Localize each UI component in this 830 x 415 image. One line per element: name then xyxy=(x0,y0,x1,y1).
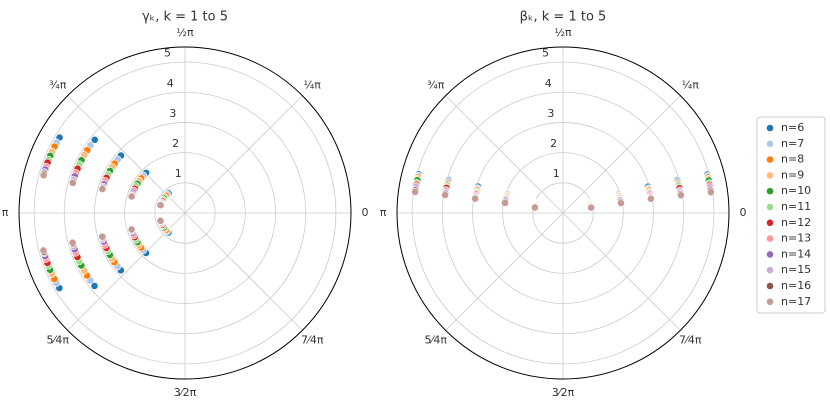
r-tick-label: 5 xyxy=(164,47,171,60)
data-point xyxy=(39,246,48,255)
theta-tick-label: ½π xyxy=(554,26,572,39)
data-point xyxy=(471,194,480,203)
grid-spoke xyxy=(445,212,564,331)
data-point xyxy=(156,201,165,210)
legend-label: n=17 xyxy=(781,295,811,308)
legend-label: n=8 xyxy=(781,153,804,166)
data-point xyxy=(411,188,419,196)
data-point xyxy=(127,225,136,234)
data-point xyxy=(441,191,450,199)
data-point xyxy=(156,216,165,225)
legend-marker xyxy=(766,218,774,227)
r-tick-label: 3 xyxy=(169,107,176,120)
grid-spoke xyxy=(184,212,303,331)
theta-tick-label: 0 xyxy=(740,206,747,219)
grid-spoke xyxy=(184,95,303,214)
legend-label: n=10 xyxy=(781,184,811,197)
data-point xyxy=(501,199,509,207)
polar-frame xyxy=(18,46,352,380)
grid-spoke xyxy=(445,95,564,214)
theta-tick-label: 5⁄4π xyxy=(424,333,447,346)
legend-label: n=13 xyxy=(781,232,811,245)
data-point xyxy=(68,179,77,187)
legend-marker xyxy=(766,171,774,180)
r-tick-label: 2 xyxy=(172,137,179,150)
legend-label: n=9 xyxy=(781,168,804,181)
data-point xyxy=(127,192,136,201)
legend-marker xyxy=(766,234,774,243)
theta-tick-label: π xyxy=(2,206,9,219)
data-point xyxy=(587,203,596,212)
theta-tick-label: 3⁄2π xyxy=(174,386,197,399)
theta-tick-label: 7⁄4π xyxy=(301,333,324,346)
theta-tick-label: 3⁄2π xyxy=(552,386,575,399)
legend-label: n=7 xyxy=(781,137,804,150)
chart-title: βₖ, k = 1 to 5 xyxy=(520,10,607,25)
grid-spoke xyxy=(562,212,681,331)
legend-label: n=16 xyxy=(781,279,811,292)
data-point xyxy=(530,203,539,212)
legend-marker xyxy=(766,187,774,196)
chart-title: γₖ, k = 1 to 5 xyxy=(142,10,228,25)
legend-label: n=12 xyxy=(781,216,811,229)
data-point xyxy=(98,185,107,193)
theta-tick-label: ½π xyxy=(176,26,194,39)
theta-tick-label: π xyxy=(380,206,387,219)
legend-label: n=6 xyxy=(781,121,804,134)
theta-tick-label: 5⁄4π xyxy=(46,333,69,346)
legend-marker xyxy=(766,155,774,164)
data-point xyxy=(617,199,625,207)
data-point xyxy=(676,191,685,200)
theta-tick-label: ¼π xyxy=(304,79,322,92)
theta-tick-label: 7⁄4π xyxy=(679,333,702,346)
r-tick-label: 4 xyxy=(167,77,174,90)
r-tick-label: 4 xyxy=(545,77,552,90)
r-tick-label: 3 xyxy=(547,107,554,120)
legend-marker xyxy=(766,203,774,211)
data-point xyxy=(98,232,107,241)
data-point xyxy=(39,171,48,180)
theta-tick-label: ¾π xyxy=(427,79,445,92)
theta-tick-label: 0 xyxy=(362,206,369,219)
legend-marker xyxy=(766,282,774,290)
legend-marker xyxy=(766,266,774,275)
r-tick-label: 1 xyxy=(175,167,182,180)
data-point xyxy=(90,282,99,290)
legend-marker xyxy=(766,139,774,148)
grid-spoke xyxy=(562,95,681,214)
legend-label: n=14 xyxy=(781,247,811,260)
legend-marker xyxy=(766,124,774,132)
theta-tick-label: ¼π xyxy=(682,79,700,92)
data-point xyxy=(90,135,99,144)
theta-tick-label: ¾π xyxy=(49,79,67,92)
legend-marker xyxy=(766,250,774,259)
r-tick-label: 2 xyxy=(550,137,557,150)
legend-box xyxy=(756,116,826,314)
legend-marker xyxy=(766,297,774,306)
data-point xyxy=(707,188,715,197)
legend-label: n=15 xyxy=(781,263,811,276)
data-point xyxy=(646,194,655,203)
polar-frame xyxy=(396,46,730,380)
r-tick-label: 5 xyxy=(542,47,549,60)
data-point xyxy=(68,238,77,247)
legend-label: n=11 xyxy=(781,200,811,213)
r-tick-label: 1 xyxy=(553,167,560,180)
